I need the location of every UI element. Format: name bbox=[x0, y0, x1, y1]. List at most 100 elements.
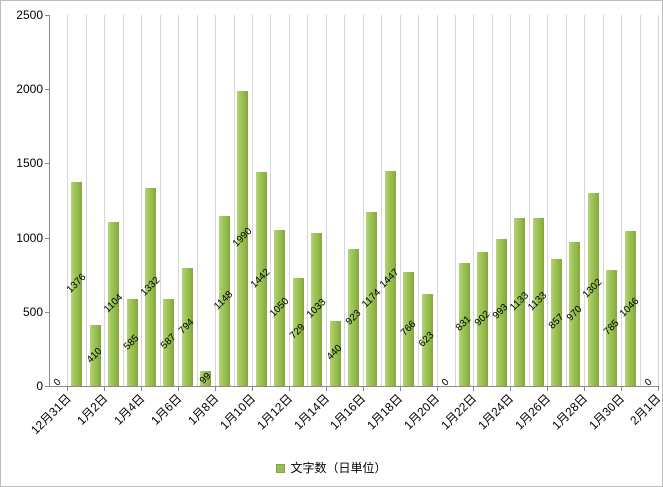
bar[interactable] bbox=[163, 298, 175, 386]
bar[interactable] bbox=[292, 277, 304, 386]
bar[interactable] bbox=[126, 299, 138, 386]
y-axis-line bbox=[49, 15, 50, 387]
bar[interactable] bbox=[108, 222, 120, 386]
vertical-gridline bbox=[399, 15, 401, 386]
vertical-gridline bbox=[307, 15, 309, 386]
x-axis-tick bbox=[215, 387, 217, 391]
x-axis-label: 1月18日 bbox=[364, 391, 406, 433]
y-axis-tick bbox=[45, 89, 49, 91]
bar[interactable] bbox=[421, 293, 433, 386]
x-axis-label: 2月1日 bbox=[627, 391, 663, 428]
x-axis-label: 1月24日 bbox=[475, 391, 517, 433]
y-axis-label: 2500 bbox=[16, 8, 43, 22]
bar-data-label: 857 bbox=[546, 312, 566, 332]
bar[interactable] bbox=[551, 258, 562, 386]
legend[interactable]: 文字数（日単位） bbox=[1, 459, 662, 477]
x-axis-tick bbox=[658, 387, 659, 391]
x-axis-tick bbox=[510, 387, 512, 391]
bar-data-label: 587 bbox=[158, 332, 179, 352]
bar[interactable] bbox=[71, 181, 83, 386]
bar-data-label: 766 bbox=[398, 319, 419, 339]
vertical-gridline bbox=[288, 15, 290, 386]
vertical-gridline bbox=[528, 15, 530, 386]
bar[interactable] bbox=[458, 262, 470, 386]
vertical-gridline bbox=[252, 15, 253, 386]
bar[interactable] bbox=[624, 230, 636, 386]
bar[interactable] bbox=[587, 192, 599, 386]
vertical-gridline bbox=[491, 15, 493, 386]
vertical-gridline bbox=[362, 15, 364, 386]
bar[interactable] bbox=[569, 242, 581, 386]
bar[interactable] bbox=[329, 320, 341, 386]
x-axis-label: 1月30日 bbox=[586, 391, 628, 433]
bar[interactable] bbox=[532, 217, 544, 386]
bar-data-label: 440 bbox=[324, 343, 345, 363]
x-axis-tick bbox=[104, 387, 106, 391]
y-axis-tick bbox=[45, 15, 49, 16]
y-axis-label: 1000 bbox=[16, 230, 43, 245]
bar[interactable] bbox=[477, 252, 489, 386]
vertical-gridline bbox=[270, 15, 272, 386]
bar[interactable] bbox=[514, 217, 526, 386]
y-axis-label: 500 bbox=[22, 304, 43, 319]
vertical-gridline bbox=[122, 15, 124, 386]
x-axis-tick bbox=[288, 387, 290, 391]
x-axis-tick bbox=[252, 387, 253, 391]
vertical-gridline bbox=[325, 15, 327, 386]
y-axis-label: 1500 bbox=[16, 156, 43, 171]
vertical-gridline bbox=[67, 15, 69, 386]
vertical-gridline bbox=[658, 15, 659, 386]
bar[interactable] bbox=[200, 371, 212, 386]
bar[interactable] bbox=[495, 238, 507, 386]
x-axis-tick bbox=[325, 387, 327, 391]
bar-data-label: 623 bbox=[417, 329, 437, 350]
bar[interactable] bbox=[181, 268, 193, 386]
bar[interactable] bbox=[255, 172, 267, 386]
bar[interactable] bbox=[384, 171, 396, 386]
vertical-gridline bbox=[381, 15, 383, 386]
vertical-gridline bbox=[215, 15, 217, 386]
x-axis-label: 1月28日 bbox=[549, 391, 591, 433]
legend-label: 文字数（日単位） bbox=[290, 461, 387, 475]
vertical-gridline bbox=[196, 15, 198, 386]
bar[interactable] bbox=[606, 269, 618, 386]
x-axis-label: 1月16日 bbox=[327, 391, 369, 433]
x-axis-label: 1月14日 bbox=[290, 391, 332, 433]
y-axis-label: 2000 bbox=[16, 82, 43, 97]
x-axis-tick bbox=[399, 387, 401, 391]
bar[interactable] bbox=[145, 188, 156, 386]
vertical-gridline bbox=[85, 15, 87, 386]
vertical-gridline bbox=[510, 15, 512, 386]
bar[interactable] bbox=[311, 232, 323, 386]
x-axis-tick bbox=[67, 387, 69, 391]
bar-data-label: 923 bbox=[343, 307, 363, 327]
vertical-gridline bbox=[418, 15, 420, 386]
vertical-gridline bbox=[602, 15, 604, 386]
x-axis-label: 1月22日 bbox=[438, 391, 480, 433]
x-axis-label: 1月2日 bbox=[74, 391, 111, 428]
vertical-gridline bbox=[584, 15, 586, 386]
bar[interactable] bbox=[218, 215, 230, 386]
y-axis-tick bbox=[45, 163, 49, 165]
bar[interactable] bbox=[237, 90, 249, 386]
bar-data-label: 970 bbox=[564, 303, 585, 324]
vertical-gridline bbox=[178, 15, 180, 386]
vertical-gridline bbox=[565, 15, 567, 386]
vertical-gridline bbox=[639, 15, 641, 386]
y-axis-tick bbox=[45, 311, 49, 313]
bar[interactable] bbox=[274, 230, 286, 386]
x-axis-tick bbox=[473, 387, 475, 391]
bar[interactable] bbox=[89, 325, 101, 386]
bar[interactable] bbox=[366, 211, 378, 386]
bar[interactable] bbox=[348, 249, 359, 386]
x-axis-label: 1月4日 bbox=[110, 391, 148, 428]
x-axis-label: 1月26日 bbox=[512, 391, 554, 433]
bar-data-label: 785 bbox=[601, 317, 622, 338]
legend-swatch-icon bbox=[276, 463, 286, 473]
x-axis-tick bbox=[436, 387, 438, 391]
bar[interactable] bbox=[403, 272, 415, 386]
x-axis-tick bbox=[547, 387, 549, 391]
x-axis-tick bbox=[178, 387, 180, 391]
vertical-gridline bbox=[473, 15, 475, 386]
